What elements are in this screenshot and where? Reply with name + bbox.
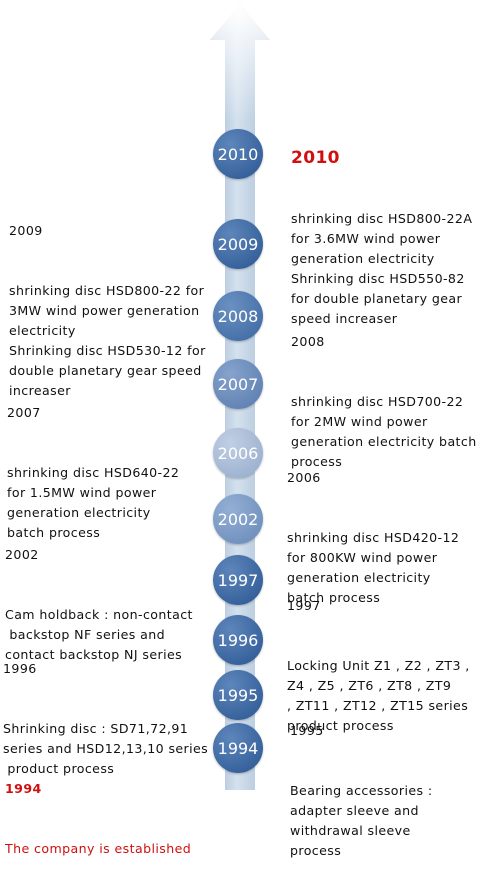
event-description: Shrinking disc : SD71,72,91 series and H… <box>3 721 209 776</box>
event-year: 2007 <box>7 405 41 420</box>
year-node-1995: 1995 <box>213 670 263 720</box>
event-1996: 1996 Shrinking disc : SD71,72,91 series … <box>3 619 208 799</box>
year-node-2010: 2010 <box>213 129 263 179</box>
year-node-2009: 2009 <box>213 219 263 269</box>
year-node-2002: 2002 <box>213 494 263 544</box>
event-year: 2009 <box>9 223 43 238</box>
event-description: shrinking disc HSD700-22 for 2MW wind po… <box>291 394 477 469</box>
event-year: 2006 <box>287 470 321 485</box>
event-year: 1995 <box>290 723 324 738</box>
event-description: Cam holdback : non-contact backstop NF s… <box>5 607 193 662</box>
event-2010: 2010 shrinking disc HSD800-22A for 3.6MW… <box>291 107 472 349</box>
event-2008: 2008 shrinking disc HSD700-22 for 2MW wi… <box>291 292 477 492</box>
year-node-1994: 1994 <box>213 723 263 773</box>
event-1997: 1997 Locking Unit Z1 , Z2 , ZT3 , Z4 , Z… <box>287 556 470 756</box>
event-description: shrinking disc HSD420-12 for 800KW wind … <box>287 530 460 605</box>
event-description: shrinking disc HSD640-22 for 1.5MW wind … <box>7 465 180 540</box>
event-1994: 1994 The company is established <box>5 739 191 879</box>
event-2007: 2007 shrinking disc HSD640-22 for 1.5MW … <box>7 363 179 563</box>
event-2006: 2006 shrinking disc HSD420-12 for 800KW … <box>287 428 459 628</box>
event-description: Locking Unit Z1 , Z2 , ZT3 , Z4 , Z5 , Z… <box>287 658 470 733</box>
event-year: 1996 <box>3 661 37 676</box>
event-description: The company is established <box>5 841 192 856</box>
event-1995: 1995 Bearing accessories : adapter sleev… <box>290 681 433 881</box>
year-node-2007: 2007 <box>213 359 263 409</box>
event-year: 1994 <box>5 781 42 796</box>
event-description: shrinking disc HSD800-22 for 3MW wind po… <box>9 283 206 398</box>
event-description: shrinking disc HSD800-22A for 3.6MW wind… <box>291 211 473 326</box>
event-2002: 2002 Cam holdback : non-contact backstop… <box>5 505 193 685</box>
year-node-1996: 1996 <box>213 615 263 665</box>
event-year: 2010 <box>291 148 340 168</box>
year-node-1997: 1997 <box>213 555 263 605</box>
event-year: 2002 <box>5 547 39 562</box>
event-year: 1997 <box>287 598 321 613</box>
event-year: 2008 <box>291 334 325 349</box>
event-description: Bearing accessories : adapter sleeve and… <box>290 783 433 858</box>
year-node-2006: 2006 <box>213 428 263 478</box>
event-2009: 2009 shrinking disc HSD800-22 for 3MW wi… <box>9 181 206 421</box>
year-node-2008: 2008 <box>213 291 263 341</box>
